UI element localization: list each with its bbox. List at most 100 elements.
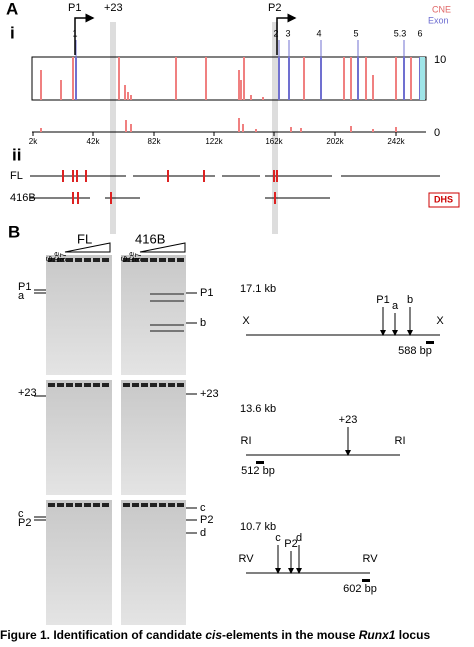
highlight <box>110 22 116 234</box>
gel-band <box>93 383 100 387</box>
cne-bar <box>118 57 120 100</box>
exon-bar <box>320 57 322 100</box>
gel-band <box>150 503 157 507</box>
promoter: +23 <box>104 2 123 14</box>
dhs-mark <box>77 192 79 204</box>
plot-box <box>31 56 427 101</box>
gel-band <box>132 503 139 507</box>
gel-band <box>177 258 184 262</box>
cne-bar <box>238 118 240 132</box>
dhs-mark <box>274 192 276 204</box>
map-end: X <box>242 315 250 327</box>
gel-band <box>168 383 175 387</box>
site-label: +23 <box>339 414 358 426</box>
gel-band <box>150 330 184 332</box>
cne-bar <box>365 57 367 100</box>
gel-band <box>57 503 64 507</box>
map-end: RV <box>362 553 378 565</box>
probe <box>362 579 370 582</box>
gel-band <box>84 503 91 507</box>
caption-part: locus <box>395 628 430 642</box>
cne-bar <box>40 70 42 100</box>
gel-band <box>93 258 100 262</box>
cne-bar <box>255 129 257 132</box>
promoter: P1 <box>68 2 81 14</box>
caption-part: cis <box>205 628 222 642</box>
wedge <box>139 242 186 253</box>
cne-bar <box>72 57 74 100</box>
gel-label: b <box>200 317 206 329</box>
map-size: 17.1 kb <box>240 283 276 295</box>
dhs-mark <box>110 192 112 204</box>
site-label: c <box>275 532 281 544</box>
exon-bar <box>403 57 405 100</box>
exon-label: 3 <box>285 28 290 38</box>
cne-bar <box>205 57 207 100</box>
gel-band <box>159 383 166 387</box>
cne-bar <box>410 57 412 100</box>
x-tick-label: 162k <box>265 137 283 146</box>
cne-bar <box>350 126 352 132</box>
gel-band <box>102 258 109 262</box>
site-label: b <box>407 294 413 306</box>
exon-label: 5 <box>353 28 358 38</box>
gel-band <box>48 258 55 262</box>
cne-bar <box>175 57 177 100</box>
gel-band <box>168 258 175 262</box>
cne-bar <box>243 57 245 100</box>
gel-label: P2 <box>200 514 213 526</box>
cne-bar <box>303 57 305 100</box>
exon-bar <box>288 57 290 100</box>
cne-bar <box>60 80 62 100</box>
gel-band <box>66 383 73 387</box>
promoter: P2 <box>268 2 281 14</box>
cne-bar <box>240 80 242 100</box>
column-label: 416B <box>135 231 165 246</box>
gel-band <box>123 383 130 387</box>
dhs-box <box>428 192 460 208</box>
gel-band <box>66 258 73 262</box>
dhs-mark <box>76 170 78 182</box>
dhs-label: DHS <box>434 194 453 204</box>
exon-bar <box>357 57 359 100</box>
cne-bar <box>125 120 127 132</box>
gel-band <box>177 383 184 387</box>
cne-bar <box>130 124 132 132</box>
caption-part: -elements in the mouse <box>222 628 359 642</box>
probe-label: 588 bp <box>398 345 432 357</box>
exon-bar <box>420 57 425 100</box>
gel-label: c <box>200 502 206 514</box>
gel-band <box>123 258 130 262</box>
lane-label: ice <box>127 251 136 262</box>
dhs-mark <box>85 170 87 182</box>
exon-label: 2 <box>273 28 278 38</box>
gel-label: +23 <box>18 387 37 399</box>
gel-band <box>132 383 139 387</box>
gel-band <box>159 258 166 262</box>
highlight <box>272 22 278 234</box>
legend-cne: CNE <box>432 4 451 14</box>
gel-label: a <box>18 290 25 302</box>
y-label: 10 <box>434 54 446 66</box>
gel <box>121 255 186 375</box>
gel <box>121 500 186 625</box>
gel-band <box>75 383 82 387</box>
gel-band <box>84 383 91 387</box>
x-tick-label: 2k <box>29 137 38 146</box>
cne-bar <box>238 70 240 100</box>
gel-band <box>75 503 82 507</box>
lane-label: G <box>45 256 54 262</box>
gel <box>121 380 186 495</box>
gel-band <box>57 383 64 387</box>
probe <box>256 461 264 464</box>
gel-band <box>123 503 130 507</box>
site-label: d <box>296 532 302 544</box>
x-tick-label: 122k <box>205 137 223 146</box>
map-end: RI <box>241 435 252 447</box>
x-tick-label: 242k <box>387 137 405 146</box>
dhs-mark <box>276 170 278 182</box>
dhs-mark <box>72 170 74 182</box>
cne-bar <box>130 95 132 100</box>
gel-label: +23 <box>200 388 219 400</box>
